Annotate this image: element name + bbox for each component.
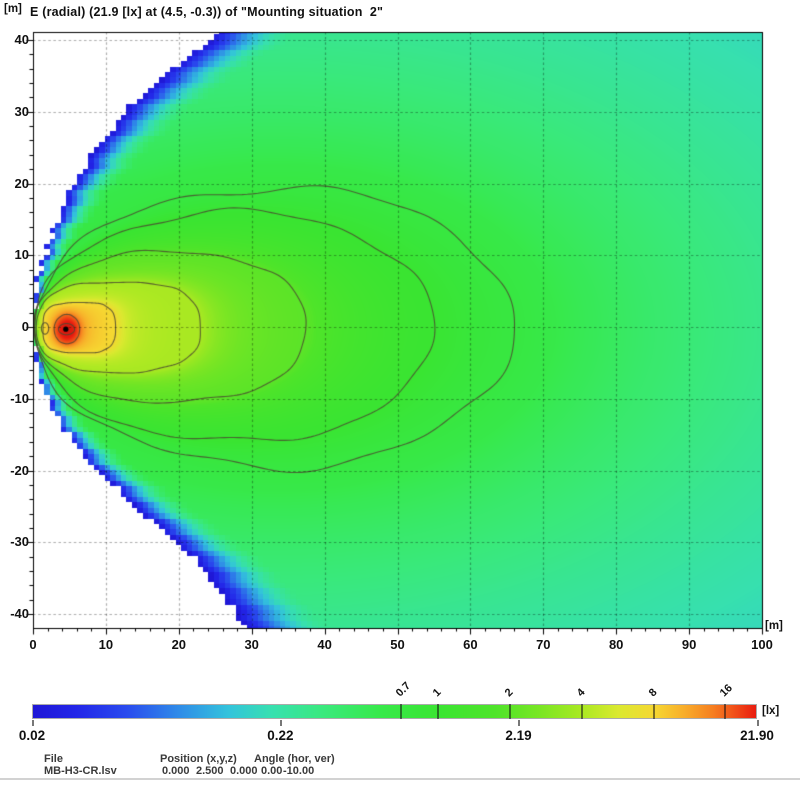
y-axis-tick-label: -20 [10, 462, 29, 478]
file-value: MB-H3-CR.lsv [44, 765, 117, 777]
file-label: File [44, 753, 63, 765]
position-label: Position (x,y,z) [160, 753, 237, 765]
x-axis-tick-label: 90 [681, 637, 697, 652]
y-axis-tick-label: 40 [14, 32, 29, 47]
colorbar-level-tick [580, 704, 583, 719]
colorbar-level-tick [724, 704, 727, 719]
footer-separator-line [0, 778, 800, 780]
x-axis-tick-label: 70 [536, 637, 551, 652]
y-axis-tick-label: 10 [14, 247, 29, 263]
angle-label: Angle (hor, ver) [254, 753, 335, 765]
x-axis-tick-label: 10 [98, 637, 114, 652]
position-value-y: 2.500 [196, 765, 224, 777]
x-axis-tick-label: 60 [463, 637, 478, 652]
colorbar-scale-label: 2.19 [505, 728, 532, 743]
position-value-z: 0.000 [230, 765, 258, 777]
position-value-x: 0.000 [162, 765, 190, 777]
x-axis-tick-label: 30 [244, 637, 259, 652]
colorbar-scale-tick [32, 720, 34, 726]
colorbar-scale-label: 21.90 [740, 728, 774, 743]
y-axis-tick-label: 0 [21, 319, 29, 334]
y-axis-tick-label: -10 [10, 390, 29, 406]
colorbar-level-tick [509, 704, 512, 719]
colorbar-scale-tick [757, 720, 759, 726]
angle-value-ver: -10.00 [283, 765, 315, 777]
colorbar-gradient [32, 704, 757, 719]
y-axis-tick-label: 20 [14, 175, 29, 191]
angle-value-hor: 0.00 [261, 765, 283, 777]
colorbar-unit-label: [lx] [762, 705, 780, 717]
colorbar-scale-tick [518, 720, 521, 726]
y-axis-tick-label: -40 [10, 606, 29, 621]
x-axis-tick-label: 50 [390, 637, 405, 652]
y-axis-unit-label: [m] [4, 3, 22, 15]
colorbar-level-tick [437, 704, 440, 719]
chart-title: E (radial) (21.9 [lx] at (4.5, -0.3)) of… [30, 5, 384, 19]
x-axis-tick-label: 80 [608, 637, 624, 652]
x-axis-tick-label: 40 [317, 637, 332, 652]
x-axis-tick-label: 100 [751, 637, 773, 652]
x-axis-tick-label: 20 [171, 637, 187, 652]
colorbar-scale-label: 0.02 [18, 728, 46, 743]
colorbar-level-tick [400, 704, 403, 719]
colorbar-scale-label: 0.22 [267, 728, 294, 743]
x-axis-unit-label: [m] [765, 620, 783, 632]
colorbar-scale-tick [280, 720, 283, 726]
x-axis-tick-label: 0 [29, 637, 37, 652]
y-axis-tick-label: 30 [14, 103, 29, 119]
y-axis-tick-label: -30 [10, 534, 29, 550]
colorbar-level-tick [652, 704, 655, 719]
